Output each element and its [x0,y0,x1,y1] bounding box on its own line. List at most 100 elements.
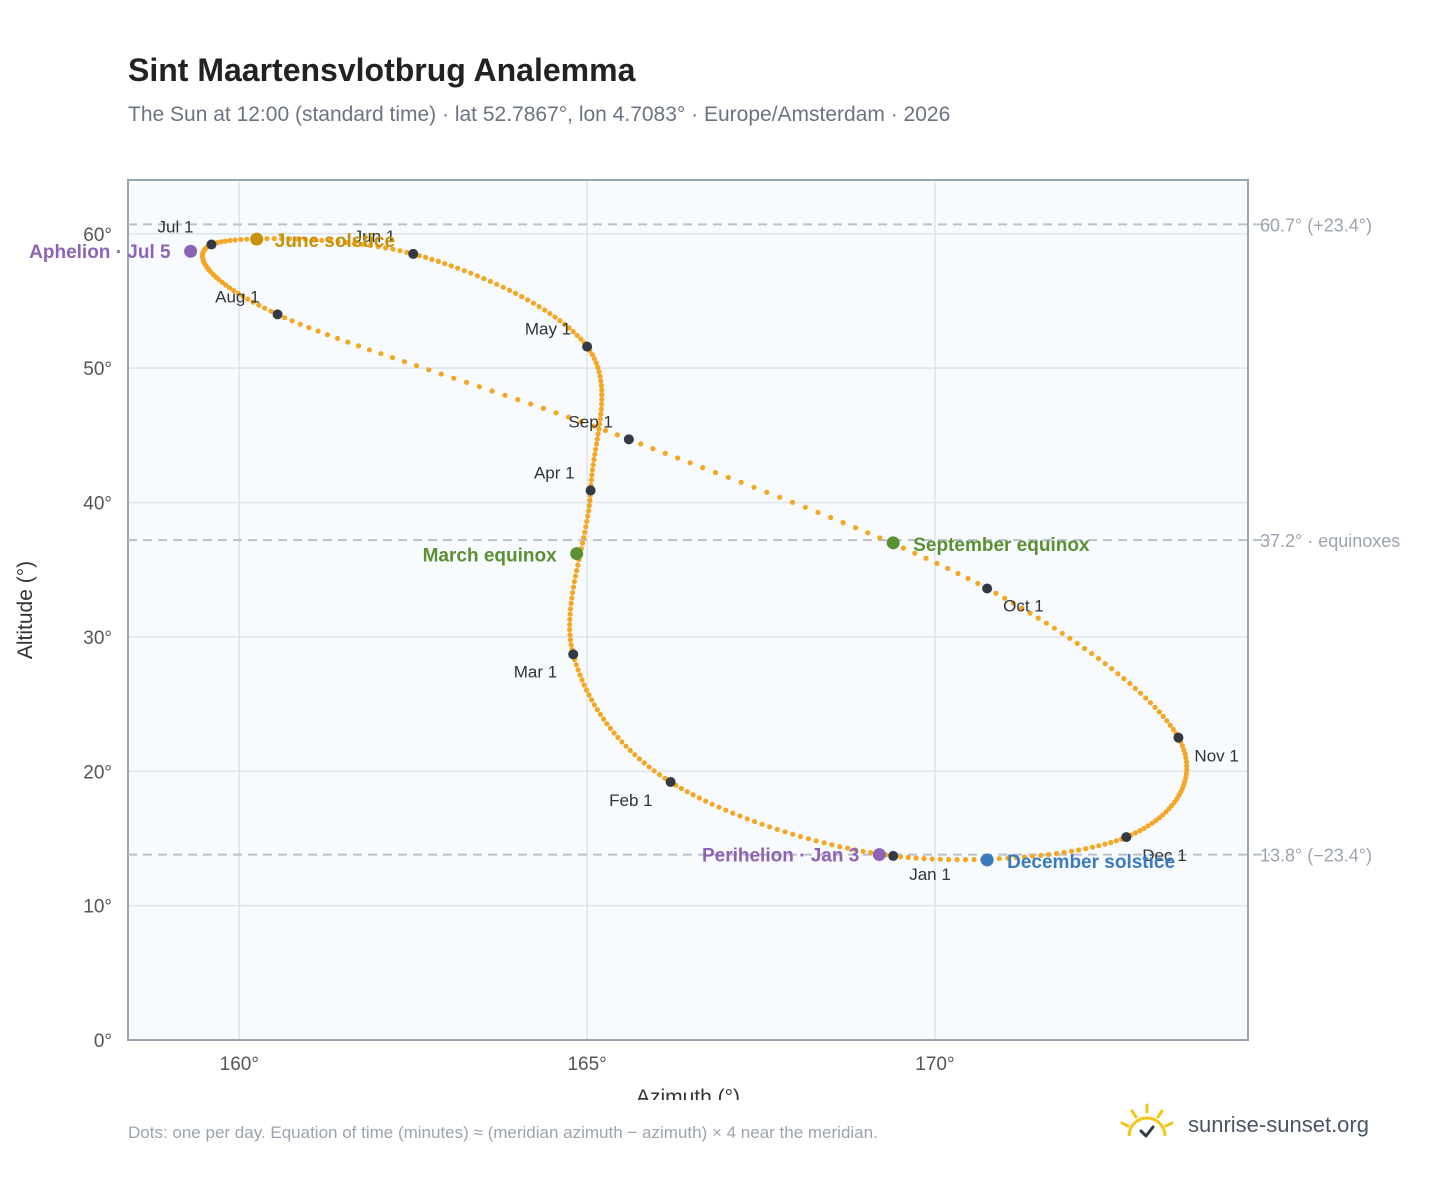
daily-dot [245,296,251,302]
daily-dot [1038,852,1044,859]
daily-dot [738,479,744,485]
daily-dot [597,373,603,379]
daily-dot [1121,676,1127,682]
month-marker-label: Nov 1 [1194,747,1238,766]
month-marker [1121,832,1132,843]
daily-dot [1182,751,1188,757]
event-marker [872,848,886,862]
daily-dot [1156,815,1163,821]
daily-dot [619,739,625,745]
daily-dot [696,795,702,801]
daily-dot [582,529,588,535]
daily-dot [575,667,581,673]
daily-dot [678,785,685,792]
daily-dot [223,282,229,288]
daily-dot [1183,759,1190,765]
y-tick-label: 20° [83,762,112,783]
daily-dot [227,237,233,244]
daily-dot [476,384,482,390]
daily-dot [315,328,321,334]
y-tick-label: 60° [83,225,112,246]
daily-dot [1132,830,1139,836]
daily-dot [593,360,599,366]
daily-dot [1096,843,1102,849]
daily-dot [650,446,656,452]
daily-dot [597,421,603,427]
daily-dot [675,455,681,461]
daily-dot [567,632,573,638]
month-marker [568,649,579,660]
daily-dot [591,456,597,463]
daily-dot [589,467,596,473]
daily-dot [929,856,935,862]
daily-dot [587,497,593,504]
sun-icon [1120,1103,1174,1148]
analemma-chart: 160° 165° 170° 0° 10° 20° 30° 40° 50° 60° 60.7° (+… [14,179,1400,1100]
daily-dot [570,329,576,335]
daily-dot [481,276,487,282]
daily-dot [1152,704,1158,710]
daily-dot [324,332,331,338]
daily-dot [262,305,268,311]
daily-dot [1147,700,1154,706]
daily-dot [1068,848,1075,854]
daily-dot [390,246,396,252]
reference-line-label: 13.8° (−23.4°) [1260,846,1372,866]
y-axis-title: Altitude (°) [14,561,37,659]
daily-dot [805,836,812,842]
daily-dot [709,801,715,807]
daily-dot [500,284,506,290]
daily-dot [751,484,757,490]
daily-dot [1059,630,1065,636]
daily-dot [426,367,432,373]
daily-dot [240,293,246,299]
daily-dot [604,721,610,727]
daily-dot [264,236,270,242]
daily-dot [319,237,325,243]
daily-dot [404,249,410,255]
daily-dot [789,499,796,505]
daily-dot [900,545,907,551]
daily-dot [327,238,333,244]
event-marker [184,244,198,258]
month-marker [582,341,593,352]
daily-dot [1127,680,1133,687]
brand-name: sunrise-sunset.org [1188,1112,1369,1137]
event-marker [250,232,264,246]
daily-dot [519,294,525,300]
daily-dot [589,352,596,358]
daily-dot [289,318,295,324]
daily-dot [905,854,911,861]
daily-dot [588,477,594,483]
daily-dot [506,287,513,293]
daily-dot [1179,743,1185,749]
daily-dot [1074,640,1080,647]
daily-dot [725,474,731,480]
daily-dot [898,854,904,860]
daily-dot [574,332,580,338]
daily-dot [837,844,843,850]
daily-dot [912,550,918,556]
daily-dot [583,524,589,530]
daily-dot [585,513,591,519]
daily-dot [1160,812,1166,818]
daily-dot [451,375,457,381]
daily-dot [690,792,696,798]
event-label: Perihelion · Jan 3 [702,846,859,867]
daily-dot [1027,610,1033,616]
daily-dot [567,637,574,643]
daily-dot [651,768,657,774]
daily-dot [684,789,690,795]
daily-dot [923,555,929,561]
daily-dot [703,798,709,804]
daily-dot [598,378,604,384]
month-marker-label: Dec 1 [1142,846,1186,865]
daily-dot [607,725,614,732]
month-marker-label: Sep 1 [568,412,612,431]
brand-logo[interactable]: sunrise-sunset.org [1120,1102,1369,1148]
daily-dot [461,268,467,274]
daily-dot [716,804,722,810]
daily-dot [1067,635,1073,642]
daily-dot [1043,620,1049,626]
daily-dot [1115,671,1121,677]
